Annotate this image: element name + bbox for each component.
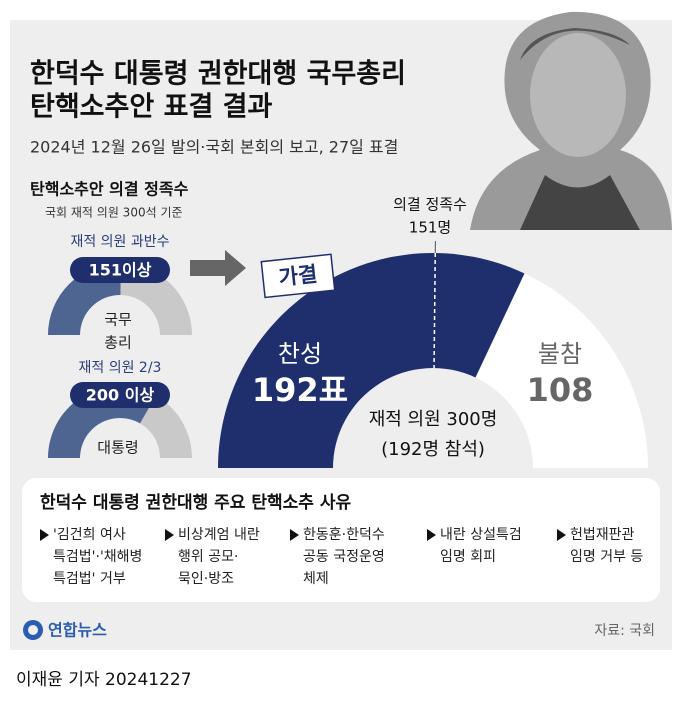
quorum-target: 국무 [104, 311, 132, 329]
title-line: 한덕수 대통령 권한대행 국무총리 [30, 59, 406, 90]
logo-icon [23, 620, 43, 640]
reason-line: 공동 국정운영 [303, 549, 385, 565]
reason-line: '김건희 여사 [53, 527, 126, 543]
segment-name: 찬성 [278, 340, 322, 368]
threshold-label: 151명 [409, 219, 451, 237]
threshold-line [433, 253, 437, 369]
center-label: (192명 참석) [381, 439, 485, 460]
reason-line: 행위 공모· [178, 549, 238, 565]
reason-line: 체제 [303, 571, 329, 587]
bullet [290, 529, 299, 541]
badge-box [260, 253, 336, 299]
bullet [557, 529, 566, 541]
quorum-value: 200 이상 [86, 386, 155, 405]
threshold-title: 의결 정족수 [393, 196, 467, 214]
bullet [427, 529, 436, 541]
subtitle: 2024년 12월 26일 발의·국회 본회의 보고, 27일 표결 [30, 138, 398, 157]
reason-line: 비상계엄 내란 [178, 527, 260, 543]
reason-line: 임명 회피 [440, 549, 496, 565]
vote-segment [475, 273, 648, 468]
quorum-title: 탄핵소추안 의결 정족수 [30, 180, 189, 199]
reason-line: 묵인·방조 [178, 571, 234, 587]
title-line: 탄핵소추안 표결 결과 [30, 92, 273, 123]
reason-line: 헌법재판관 [570, 527, 635, 543]
quorum-pill [70, 382, 170, 408]
source: 자료: 국회 [594, 623, 655, 639]
byline: 이재윤 기자 20241227 [16, 670, 192, 690]
bullet [40, 529, 49, 541]
badge: 가결 [260, 253, 336, 299]
segment-name: 불참 [538, 340, 582, 368]
reason-line: 특검법' 거부 [53, 571, 126, 587]
bullet [165, 529, 174, 541]
badge-text: 가결 [278, 262, 319, 290]
quorum-target: 대통령 [97, 439, 138, 457]
quorum-note: 국회 재적 의원 300석 기준 [45, 206, 183, 220]
reasons-title: 한덕수 대통령 권한대행 주요 탄핵소추 사유 [40, 492, 351, 513]
quorum-pill [70, 257, 170, 283]
reasons-box [22, 478, 660, 602]
logo: 연합뉴스 [48, 621, 107, 640]
center-label: 재적 의원 300명 [369, 409, 498, 430]
segment-value: 108 [527, 371, 594, 409]
quorum-label: 재적 의원 과반수 [70, 234, 169, 250]
reason-line: 한동훈·한덕수 [303, 527, 385, 543]
reason-line: 임명 거부 등 [570, 549, 643, 565]
quorum-value: 151이상 [89, 261, 152, 280]
quorum-target: 총리 [104, 334, 132, 352]
quorum-label: 재적 의원 2/3 [79, 360, 162, 376]
reason-line: 내란 상설특검 [440, 527, 522, 543]
reason-line: 특검법'·'채해병 [53, 549, 142, 565]
arrow [190, 250, 246, 286]
segment-value: 192표 [252, 371, 348, 409]
vote-segment [218, 252, 525, 468]
portrait-photo [470, 11, 672, 230]
